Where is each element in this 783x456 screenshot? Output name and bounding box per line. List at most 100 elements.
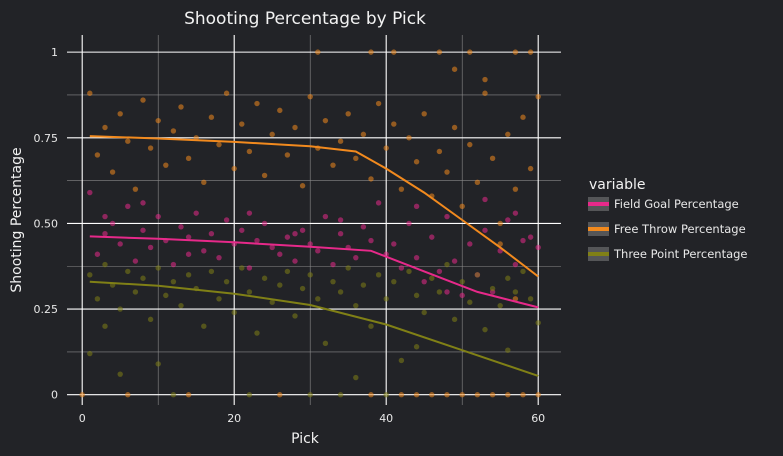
data-point-1-69 [79,392,85,398]
data-point-2-36 [360,282,367,288]
data-point-1-51 [474,179,481,186]
data-point-2-6 [132,289,139,295]
data-point-2-37 [368,323,374,329]
data-point-1-70 [125,392,131,398]
data-point-2-62 [155,361,161,367]
legend-label-0: Field Goal Percentage [614,197,739,211]
data-point-2-71 [383,392,389,398]
trend-layer [89,135,539,377]
data-point-1-49 [459,203,465,209]
data-point-1-66 [527,49,534,55]
data-point-1-48 [451,124,458,131]
y-axis-title: Shooting Percentage [9,147,25,292]
data-point-2-52 [482,326,488,333]
data-point-1-23 [261,172,268,179]
data-point-2-44 [421,309,427,316]
data-point-2-30 [315,296,321,302]
data-point-0-37 [368,237,374,244]
points-layer [79,49,541,398]
data-point-1-27 [292,124,298,131]
data-point-1-75 [413,392,420,398]
data-point-1-63 [436,49,443,55]
data-point-2-16 [208,268,215,275]
data-point-0-68 [512,210,519,216]
data-point-0-16 [208,231,215,237]
data-point-1-29 [307,93,313,100]
data-point-2-51 [474,272,481,278]
data-point-2-61 [117,371,123,377]
data-point-1-24 [269,131,275,138]
legend-title: variable [589,177,645,193]
data-point-1-39 [383,145,389,151]
data-point-2-40 [391,278,397,285]
data-point-2-35 [353,302,359,309]
data-point-1-74 [398,392,405,398]
data-point-0-20 [239,227,245,233]
data-point-1-16 [208,114,215,120]
data-point-0-35 [353,254,359,261]
data-point-2-20 [239,265,245,271]
data-point-2-26 [284,268,291,275]
data-point-2-60 [87,350,93,357]
data-point-0-26 [284,234,291,240]
trend-line-0 [89,235,539,309]
data-point-1-44 [421,111,427,117]
data-point-0-24 [269,244,275,251]
data-point-1-40 [391,121,397,127]
data-point-0-64 [292,231,298,237]
data-point-1-15 [201,179,207,186]
data-point-1-71 [185,392,192,398]
data-point-1-53 [489,155,496,162]
data-point-2-42 [406,268,412,275]
data-point-2-69 [307,392,313,398]
data-point-2-8 [147,316,154,323]
data-point-1-2 [102,124,108,131]
y-tick-label: 0.75 [34,132,59,145]
data-point-2-22 [254,330,260,336]
data-point-1-19 [231,165,237,172]
data-point-1-17 [216,141,222,148]
y-tick-label: 0.50 [34,217,59,230]
data-point-1-6 [132,186,139,192]
data-point-2-39 [383,296,389,302]
data-point-2-18 [223,278,230,285]
data-point-1-31 [322,117,329,124]
data-point-1-60 [315,49,321,55]
data-point-2-54 [497,302,503,309]
data-point-1-12 [178,104,184,110]
data-point-2-41 [398,357,405,364]
x-tick-label: 0 [79,412,86,425]
data-point-1-13 [185,155,192,162]
data-point-1-42 [406,135,412,141]
y-tick-label: 1 [51,46,58,59]
data-point-2-43 [413,292,420,299]
data-point-0-17 [216,254,222,261]
trend-line-2 [89,280,539,377]
data-point-2-65 [413,344,420,350]
y-tick-label: 0.25 [34,303,59,316]
data-point-2-34 [345,265,351,271]
data-point-1-56 [512,186,519,192]
data-point-1-5 [125,138,131,144]
data-point-1-77 [444,392,450,398]
data-point-1-36 [360,131,367,138]
data-point-0-21 [246,265,253,271]
data-point-0-33 [337,231,344,237]
data-point-0-7 [140,227,146,233]
data-point-1-72 [277,392,283,398]
data-point-0-63 [246,210,253,216]
data-point-0-2 [102,231,108,237]
data-point-1-50 [467,141,473,148]
data-point-0-12 [178,224,184,230]
data-point-2-70 [337,392,344,398]
data-point-0-48 [451,258,458,264]
data-point-0-52 [482,227,488,233]
chart-title: Shooting Percentage by Pick [184,9,426,29]
data-point-1-14 [193,135,199,141]
x-axis-title: Pick [291,431,320,447]
data-point-0-50 [467,241,473,247]
data-point-1-18 [223,90,230,96]
data-point-1-7 [140,97,146,103]
data-point-0-43 [413,254,420,261]
data-point-2-59 [535,320,541,326]
